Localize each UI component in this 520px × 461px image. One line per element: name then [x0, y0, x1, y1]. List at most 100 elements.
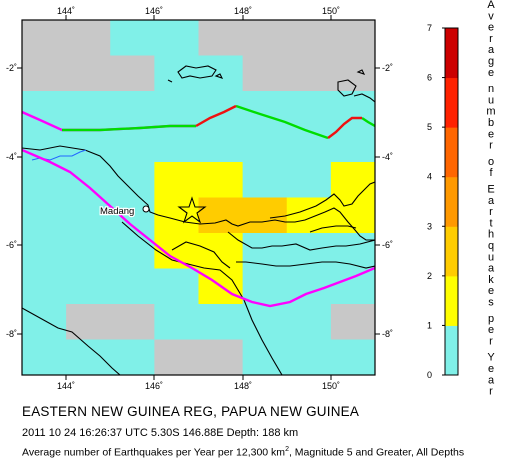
grid-cell	[66, 162, 111, 198]
spreading-ridge-west	[62, 124, 196, 132]
colorbar-tick-label: 6	[427, 73, 432, 83]
colorbar-tick-label: 5	[427, 122, 432, 132]
lon-label-144-bottom: 144˚	[57, 381, 75, 391]
longitude-labels-top: 144˚ 146˚ 148˚ 150˚	[57, 6, 340, 16]
grid-cell	[198, 20, 244, 56]
grid-cell	[110, 20, 155, 56]
grid-cell	[110, 55, 155, 92]
grid-cell	[66, 304, 111, 340]
description-prefix: Average number of Earthquakes per Year p…	[22, 446, 286, 459]
lon-label-146: 146˚	[145, 6, 163, 16]
event-details: 2011 10 24 16:26:37 UTC 5.30S 146.88E De…	[22, 427, 299, 439]
grid-cell	[330, 126, 375, 163]
plate-boundary-south	[22, 148, 375, 308]
lae-coast	[236, 261, 375, 269]
grid-cell	[242, 268, 288, 305]
grid-cell	[66, 339, 111, 375]
grid-cell	[242, 162, 288, 198]
grid-cell	[286, 91, 332, 127]
trench-segment-east	[327, 116, 362, 139]
grid-cell	[66, 197, 111, 234]
grid-cell	[22, 339, 67, 375]
grid-cell	[330, 339, 375, 375]
grid-cell	[286, 268, 332, 305]
region-title: EASTERN NEW GUINEA REG, PAPUA NEW GUINEA	[22, 404, 360, 419]
colorbar-tick-label: 3	[427, 221, 432, 231]
grid-cell	[22, 197, 67, 234]
grid-cell	[154, 233, 199, 269]
map-description: Average number of Earthquakes per Year p…	[22, 446, 464, 459]
interior-ridge-line	[121, 221, 283, 375]
grid-cell	[22, 268, 67, 305]
grid-cell	[22, 55, 67, 92]
grid-cell	[110, 339, 155, 375]
colorbar-segment	[445, 77, 458, 128]
grid-cell	[330, 304, 375, 340]
colorbar-segment	[445, 325, 458, 376]
grid-cell	[198, 55, 244, 92]
grid-cell	[242, 126, 288, 163]
grid-cell	[110, 162, 155, 198]
grid-cell	[154, 55, 199, 92]
grid-cell	[330, 233, 375, 269]
grid-cell	[22, 162, 67, 198]
grid-cell	[110, 268, 155, 305]
spreading-ridge-far-east	[361, 117, 375, 128]
grid-cell	[330, 268, 375, 305]
colorbar-segment	[445, 226, 458, 277]
grid-cell	[22, 126, 67, 163]
new-guinea-south-coast	[22, 307, 121, 375]
lon-label-150-bottom: 150˚	[322, 381, 340, 391]
lat-label-4: -4˚	[6, 152, 17, 162]
grid-cell	[242, 233, 288, 269]
lon-label-146-bottom: 146˚	[145, 381, 163, 391]
colorbar-segment	[445, 28, 458, 79]
grid-cell	[154, 268, 199, 305]
lon-label-144: 144˚	[57, 6, 75, 16]
grid-cell	[286, 339, 332, 375]
colorbar-tick-label: 0	[427, 370, 432, 380]
grid-cell	[242, 20, 288, 56]
new-ireland-north-coast	[353, 93, 375, 103]
grid-cell	[110, 91, 155, 127]
interior-river	[171, 241, 231, 269]
grid-cell	[198, 126, 244, 163]
grid-cell	[154, 162, 199, 198]
lon-label-148: 148˚	[234, 6, 252, 16]
colorbar-ticks: 0 1 2 3 4 5 6 7	[427, 23, 445, 380]
grid-cell	[66, 233, 111, 269]
grid-cell	[154, 91, 199, 127]
latitude-labels-right: -2˚ -4˚ -6˚ -8˚	[382, 63, 393, 339]
grid-cell	[154, 304, 199, 340]
grid-cell	[330, 162, 375, 198]
coastlines	[22, 65, 375, 375]
grid-cell	[198, 304, 244, 340]
grid-cell	[22, 20, 67, 56]
grid-cell	[242, 197, 288, 234]
lat-label-4-right: -4˚	[382, 152, 393, 162]
lat-label-2-right: -2˚	[382, 63, 393, 73]
latitude-labels-left: -2˚ -4˚ -6˚ -8˚	[6, 63, 17, 339]
new-britain-coast	[269, 181, 375, 219]
huon-peninsula-coast	[227, 231, 375, 251]
colorbar-tick-label: 2	[427, 271, 432, 281]
grid-cell	[198, 162, 244, 198]
map-frame	[21, 19, 376, 376]
epicenter-star-icon	[177, 196, 207, 224]
tectonic-boundaries	[22, 104, 375, 308]
colorbar-tick-label: 7	[427, 23, 432, 33]
new-ireland-coast	[337, 79, 357, 97]
description-superscript: 2	[285, 446, 289, 453]
grid-cell	[22, 304, 67, 340]
lat-label-2: -2˚	[6, 63, 17, 73]
madang-label: Madang	[100, 206, 134, 217]
lat-label-6: -6˚	[6, 240, 17, 250]
colorbar-segment	[445, 127, 458, 178]
lat-label-8-right: -8˚	[382, 329, 393, 339]
small-islands	[167, 69, 366, 83]
grid-cell	[198, 233, 244, 269]
grid-cell	[154, 20, 199, 56]
trench-segment-west	[195, 104, 237, 128]
